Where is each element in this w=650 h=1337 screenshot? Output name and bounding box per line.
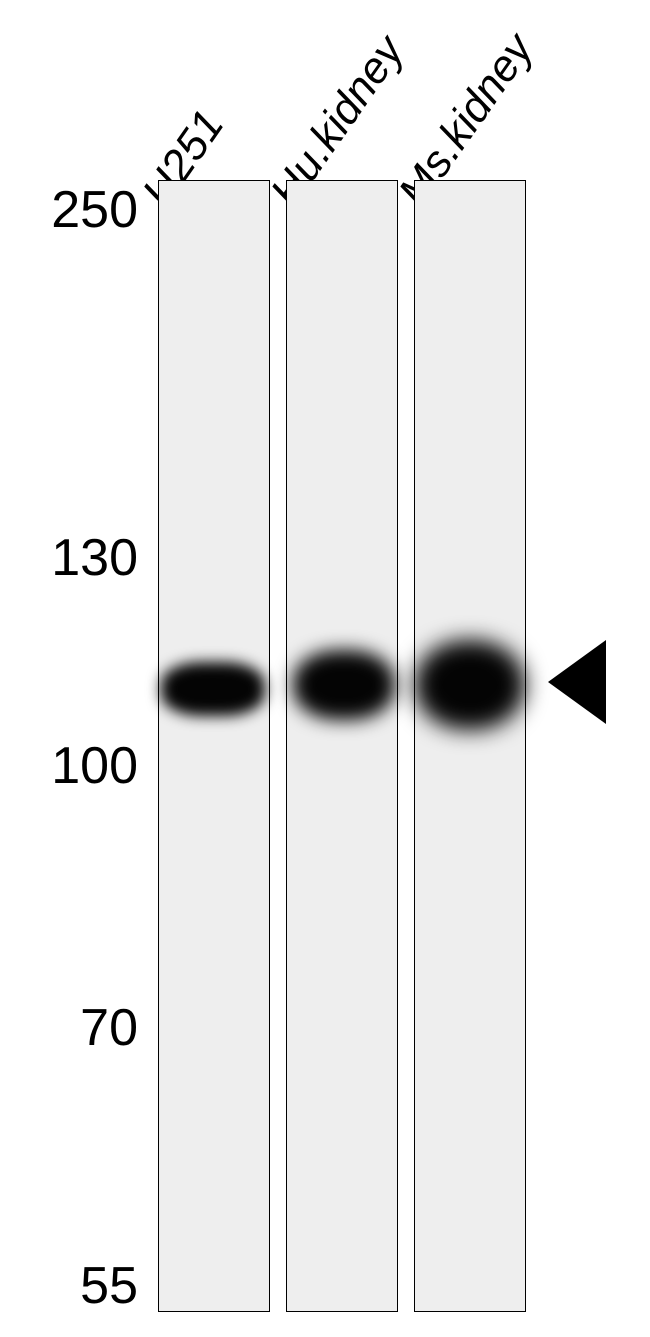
mw-label: 55 <box>18 1256 138 1316</box>
mw-label: 130 <box>18 528 138 588</box>
band <box>293 650 395 720</box>
band <box>161 662 265 716</box>
mw-label: 70 <box>18 998 138 1058</box>
lane <box>286 180 398 1312</box>
blot-figure: 250 130 100 70 55 U251 Hu.kidney Ms.kidn… <box>0 0 650 1337</box>
band <box>415 640 525 730</box>
mw-label: 250 <box>18 180 138 240</box>
mw-label: 100 <box>18 736 138 796</box>
lane <box>414 180 526 1312</box>
band-arrow-icon <box>548 640 606 724</box>
lane <box>158 180 270 1312</box>
